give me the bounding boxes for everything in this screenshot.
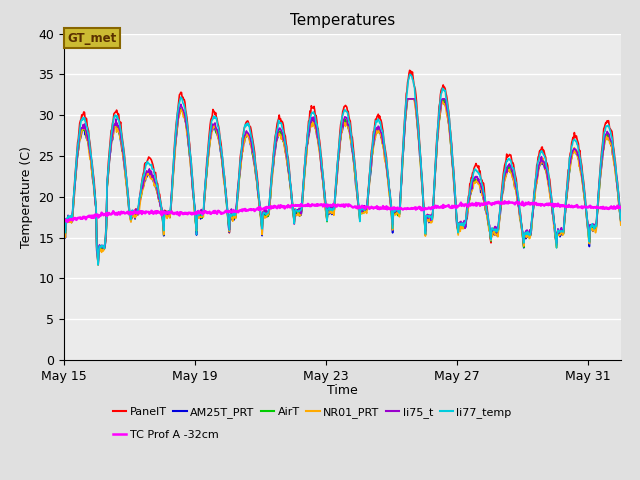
AirT <box>136 196 143 202</box>
Line: AirT: AirT <box>64 99 621 262</box>
NR01_PRT <box>94 262 102 268</box>
AM25T_PRT <box>94 262 102 267</box>
Y-axis label: Temperature (C): Temperature (C) <box>20 146 33 248</box>
AirT <box>404 96 412 102</box>
AirT <box>396 202 404 208</box>
PanelT <box>60 215 68 221</box>
NR01_PRT <box>349 151 357 157</box>
li77_temp <box>487 237 495 243</box>
li75_t <box>124 194 132 200</box>
AM25T_PRT <box>60 219 68 225</box>
TC Prof A -32cm <box>135 211 143 216</box>
AM25T_PRT <box>349 153 357 158</box>
TC Prof A -32cm <box>60 219 68 225</box>
li75_t <box>136 192 143 198</box>
li75_t <box>349 151 357 156</box>
li77_temp <box>349 146 357 152</box>
li77_temp <box>406 72 413 77</box>
li77_temp <box>173 111 181 117</box>
PanelT <box>349 141 357 147</box>
NR01_PRT <box>487 238 495 243</box>
NR01_PRT <box>404 96 412 102</box>
NR01_PRT <box>124 198 132 204</box>
TC Prof A -32cm <box>348 204 356 210</box>
li75_t <box>396 198 404 204</box>
li77_temp <box>396 203 404 209</box>
PanelT <box>406 67 413 73</box>
X-axis label: Time: Time <box>327 384 358 397</box>
PanelT <box>487 240 495 246</box>
AirT <box>173 122 181 128</box>
li77_temp <box>94 262 102 268</box>
Line: PanelT: PanelT <box>64 70 621 262</box>
Line: li77_temp: li77_temp <box>64 74 621 265</box>
AirT <box>124 197 132 203</box>
NR01_PRT <box>617 222 625 228</box>
li77_temp <box>60 216 68 222</box>
li75_t <box>94 262 102 267</box>
TC Prof A -32cm <box>501 198 509 204</box>
AM25T_PRT <box>404 96 412 102</box>
AM25T_PRT <box>396 205 404 211</box>
AirT <box>617 219 625 225</box>
AirT <box>487 238 495 244</box>
TC Prof A -32cm <box>396 206 403 212</box>
PanelT <box>124 192 132 198</box>
TC Prof A -32cm <box>124 209 131 215</box>
NR01_PRT <box>173 124 181 130</box>
AirT <box>349 149 357 155</box>
Line: AM25T_PRT: AM25T_PRT <box>64 99 621 264</box>
PanelT <box>136 193 143 199</box>
TC Prof A -32cm <box>173 211 180 217</box>
TC Prof A -32cm <box>617 205 625 211</box>
AM25T_PRT <box>124 198 132 204</box>
li75_t <box>403 96 411 102</box>
Line: TC Prof A -32cm: TC Prof A -32cm <box>64 201 621 222</box>
PanelT <box>94 259 102 265</box>
AM25T_PRT <box>487 238 495 244</box>
Line: NR01_PRT: NR01_PRT <box>64 99 621 265</box>
AirT <box>94 259 102 264</box>
li75_t <box>487 234 495 240</box>
li77_temp <box>124 195 132 201</box>
TC Prof A -32cm <box>486 200 493 206</box>
Line: li75_t: li75_t <box>64 99 621 264</box>
Text: GT_met: GT_met <box>67 32 116 45</box>
NR01_PRT <box>136 203 143 208</box>
NR01_PRT <box>60 223 68 228</box>
Legend: TC Prof A -32cm: TC Prof A -32cm <box>109 425 223 444</box>
PanelT <box>617 217 625 223</box>
AM25T_PRT <box>173 124 181 130</box>
li75_t <box>60 214 68 219</box>
li77_temp <box>136 194 143 200</box>
AirT <box>60 218 68 224</box>
PanelT <box>173 110 181 116</box>
AM25T_PRT <box>136 199 143 205</box>
li75_t <box>617 217 625 223</box>
AM25T_PRT <box>617 218 625 224</box>
li77_temp <box>617 217 625 223</box>
NR01_PRT <box>396 203 404 209</box>
Title: Temperatures: Temperatures <box>290 13 395 28</box>
PanelT <box>396 199 404 205</box>
li75_t <box>173 120 181 126</box>
